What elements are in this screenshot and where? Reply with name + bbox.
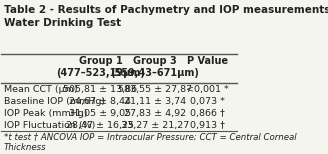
Text: <0,001 *: <0,001 * <box>186 85 229 94</box>
Text: 0,073 *: 0,073 * <box>190 97 225 106</box>
Text: 31,05 ± 9,05: 31,05 ± 9,05 <box>70 109 132 118</box>
Text: 27,83 ± 4,92: 27,83 ± 4,92 <box>124 109 186 118</box>
Text: 28,47 ± 16,25: 28,47 ± 16,25 <box>67 121 134 130</box>
Text: *t test † ANCOVA IOP = Intraocular Pressure; CCT = Central Corneal
Thickness: *t test † ANCOVA IOP = Intraocular Press… <box>4 132 297 152</box>
Text: Group 3
(559,43–671μm): Group 3 (559,43–671μm) <box>110 56 199 78</box>
Text: IOP Fluctuation (%): IOP Fluctuation (%) <box>4 121 95 130</box>
Text: Baseline IOP (mmHg): Baseline IOP (mmHg) <box>4 97 105 106</box>
Text: 33,27 ± 21,27: 33,27 ± 21,27 <box>121 121 189 130</box>
Text: 0,866 †: 0,866 † <box>190 109 225 118</box>
Text: IOP Peak (mmHg): IOP Peak (mmHg) <box>4 109 87 118</box>
Text: Table 2 - Results of Pachymetry and IOP measurements in
Water Drinking Test: Table 2 - Results of Pachymetry and IOP … <box>4 5 328 28</box>
Text: 24,67 ± 8,44: 24,67 ± 8,44 <box>70 97 132 106</box>
Text: 0,913 †: 0,913 † <box>190 121 225 130</box>
Text: Mean CCT (μm): Mean CCT (μm) <box>4 85 77 94</box>
Text: Group 1
(477–523,19μm): Group 1 (477–523,19μm) <box>56 56 145 78</box>
Text: 583,55 ± 27,87: 583,55 ± 27,87 <box>118 85 192 94</box>
Text: 505,81 ± 13,86: 505,81 ± 13,86 <box>63 85 137 94</box>
Text: P Value: P Value <box>187 56 228 66</box>
Text: 21,11 ± 3,74: 21,11 ± 3,74 <box>124 97 186 106</box>
